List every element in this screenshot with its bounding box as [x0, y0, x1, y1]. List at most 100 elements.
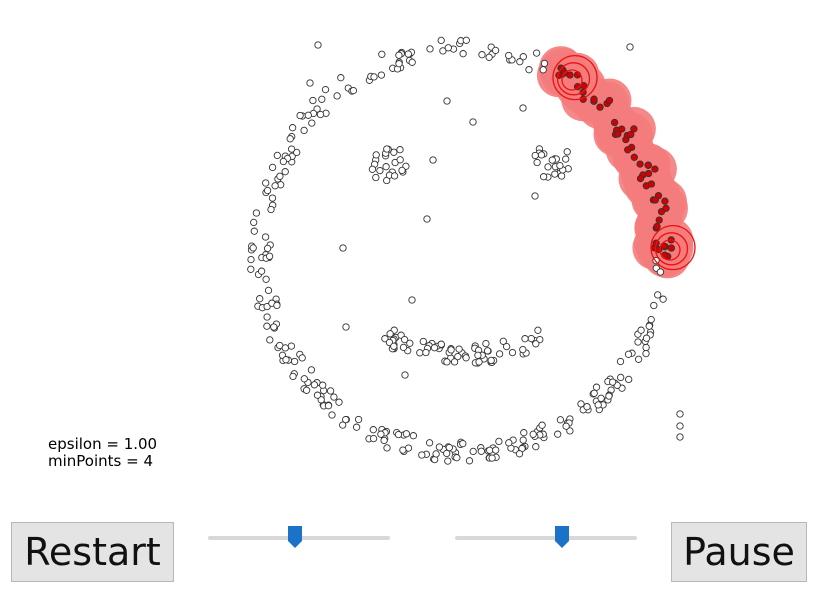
minpoints-slider[interactable]: [455, 526, 637, 550]
core-point-ring: [659, 239, 681, 261]
data-point: [289, 372, 297, 381]
data-point: [402, 430, 411, 438]
data-point: [381, 335, 389, 343]
data-point: [287, 145, 296, 153]
data-point: [273, 151, 281, 160]
data-point: [491, 46, 500, 55]
data-point: [445, 443, 453, 452]
restart-button[interactable]: Restart: [11, 522, 174, 582]
core-point-ring: [561, 69, 583, 91]
minpoints-slider-thumb[interactable]: [555, 526, 569, 548]
data-point: [263, 302, 271, 311]
data-point: [656, 268, 665, 276]
data-point: [390, 342, 398, 350]
data-point: [383, 444, 391, 452]
data-point: [377, 430, 385, 438]
data-point: [319, 381, 327, 389]
data-point: [308, 119, 316, 127]
data-point: [439, 47, 447, 55]
data-point: [537, 151, 546, 159]
data-point: [418, 451, 426, 459]
data-point: [249, 244, 257, 252]
data-point: [337, 74, 345, 82]
data-point: [368, 165, 377, 173]
data-point: [563, 148, 571, 156]
data-point: [444, 457, 452, 465]
data-point: [300, 375, 308, 383]
data-point: [354, 415, 363, 424]
data-point: [469, 447, 477, 456]
core-point-ring: [654, 232, 689, 266]
data-point: [376, 166, 384, 175]
data-point: [429, 156, 437, 164]
cluster-point: [653, 222, 661, 231]
point-layer: [247, 36, 684, 465]
data-point: [307, 366, 316, 374]
data-point: [270, 323, 278, 331]
data-point: [342, 415, 350, 424]
data-point: [562, 422, 570, 430]
data-point: [544, 163, 552, 171]
data-point: [642, 334, 651, 342]
data-point: [409, 432, 418, 440]
data-point: [519, 436, 527, 444]
pause-button[interactable]: Pause: [671, 522, 807, 582]
cluster-point: [624, 146, 632, 154]
data-point: [534, 326, 542, 334]
epsilon-slider[interactable]: [208, 526, 390, 550]
data-point: [637, 326, 645, 334]
data-point: [532, 340, 540, 348]
data-point: [533, 158, 541, 167]
data-point: [548, 156, 556, 164]
data-point: [437, 36, 445, 45]
core-ring-layer: [552, 54, 696, 271]
data-point: [676, 433, 684, 441]
data-point: [540, 59, 549, 68]
cluster-point: [651, 165, 659, 173]
data-point: [676, 422, 684, 430]
data-point: [310, 381, 319, 389]
data-point: [399, 446, 407, 454]
data-point: [419, 337, 427, 346]
data-point: [265, 252, 274, 260]
data-point: [642, 349, 650, 358]
data-point: [281, 344, 289, 352]
data-point: [462, 36, 470, 44]
data-point: [296, 111, 304, 120]
data-point: [477, 447, 485, 455]
data-point: [529, 430, 537, 438]
data-point: [256, 295, 264, 303]
data-point: [556, 416, 565, 424]
data-point: [488, 454, 496, 462]
data-point: [288, 124, 297, 132]
data-point: [286, 135, 294, 143]
data-point: [508, 348, 517, 357]
data-point: [273, 301, 281, 310]
data-point: [328, 411, 336, 419]
data-point: [339, 244, 347, 252]
data-point: [342, 323, 350, 331]
data-point: [313, 391, 322, 399]
data-point: [465, 457, 474, 465]
data-point: [394, 430, 403, 439]
data-point: [482, 339, 490, 348]
data-point: [462, 354, 470, 362]
data-point: [435, 443, 444, 451]
data-point: [395, 60, 403, 68]
data-point: [398, 166, 406, 175]
data-point: [617, 373, 625, 382]
cluster-point: [630, 153, 638, 161]
data-point: [492, 446, 500, 454]
data-point: [616, 357, 625, 366]
data-point: [390, 172, 399, 180]
data-point: [532, 49, 541, 57]
data-point: [519, 53, 527, 61]
data-point: [515, 450, 524, 458]
core-point-ring: [650, 224, 696, 271]
epsilon-slider-thumb[interactable]: [288, 526, 302, 548]
data-point: [450, 358, 459, 366]
data-point: [390, 148, 398, 156]
data-point: [605, 392, 613, 400]
cluster-point: [667, 244, 676, 252]
data-point: [624, 350, 633, 358]
